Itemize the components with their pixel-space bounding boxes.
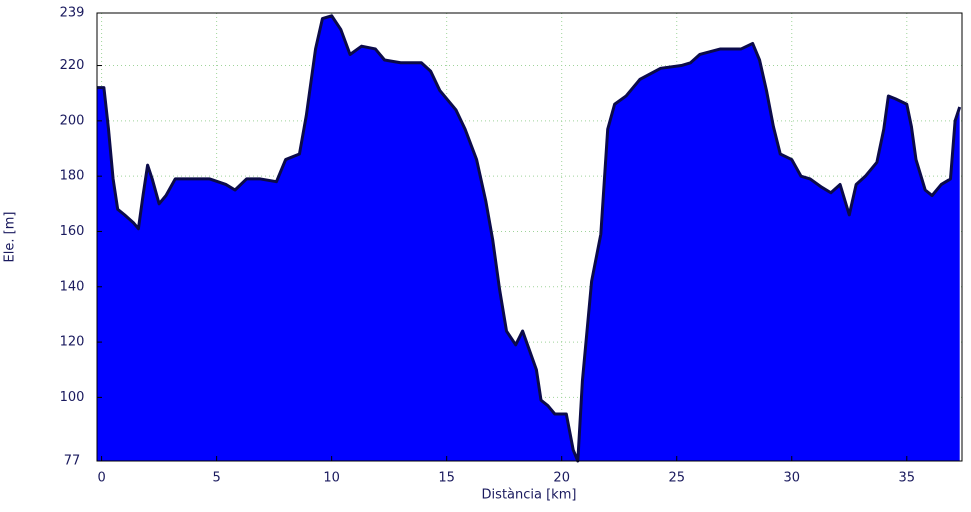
y-tick-label: 239	[60, 6, 85, 21]
x-tick-label: 35	[899, 471, 916, 486]
y-axis-label: Ele. [m]	[3, 212, 18, 263]
x-tick-label: 20	[553, 471, 570, 486]
y-tick-label: 160	[60, 224, 85, 239]
y-tick-label: 200	[60, 113, 85, 128]
x-tick-label: 25	[668, 471, 685, 486]
y-tick-label: 120	[60, 335, 85, 350]
y-tick-label: 77	[64, 454, 81, 469]
x-tick-label: 30	[783, 471, 800, 486]
y-tick-label: 220	[60, 58, 85, 73]
x-tick-label: 5	[212, 471, 220, 486]
area	[97, 15, 960, 461]
x-axis-label: Distància [km]	[482, 488, 577, 503]
plot-frame	[96, 12, 963, 462]
x-tick-label: 0	[97, 471, 105, 486]
y-tick-label: 140	[60, 279, 85, 294]
profile-line	[97, 14, 962, 463]
y-tick-label: 100	[60, 390, 85, 405]
x-tick-label: 15	[438, 471, 455, 486]
x-tick-label: 10	[323, 471, 340, 486]
y-tick-label: 180	[60, 169, 85, 184]
